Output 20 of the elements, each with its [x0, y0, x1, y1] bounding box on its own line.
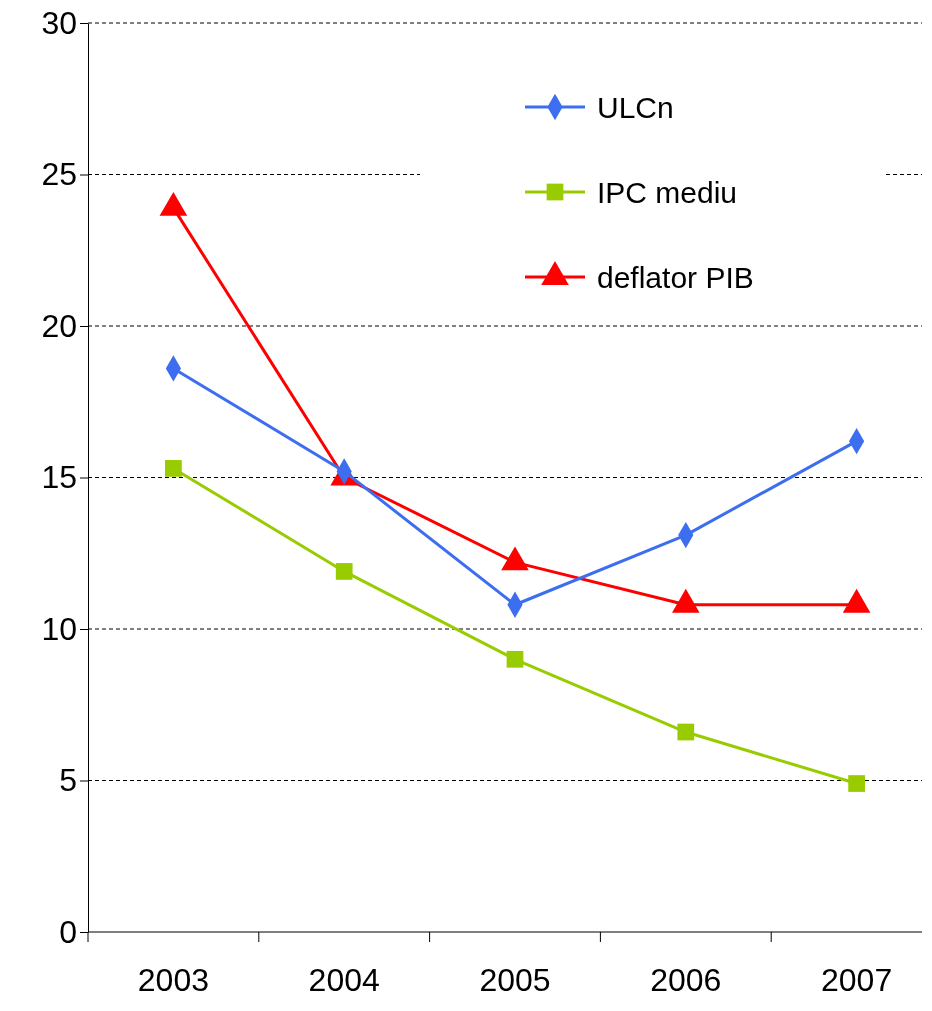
point [165, 460, 182, 477]
y-tick-label: 0 [59, 913, 77, 950]
x-tick-label: 2004 [308, 961, 380, 998]
x-tick-label: 2003 [137, 961, 209, 998]
y-tick-label: 25 [41, 156, 77, 193]
legend-label: IPC mediu [597, 176, 738, 209]
x-tick-label: 2006 [650, 961, 722, 998]
legend-label: deflator PIB [597, 261, 754, 294]
y-tick-label: 20 [41, 307, 77, 344]
y-tick-label: 15 [41, 459, 77, 496]
point [677, 723, 695, 741]
y-tick-label: 5 [59, 762, 77, 799]
x-tick-label: 2005 [479, 961, 551, 998]
y-tick-label: 30 [41, 4, 77, 41]
point [335, 563, 353, 580]
point [506, 650, 524, 668]
legend-label: ULCn [597, 91, 674, 124]
y-tick-label: 10 [41, 610, 77, 647]
x-tick-label: 2007 [821, 961, 893, 998]
point [848, 775, 865, 792]
